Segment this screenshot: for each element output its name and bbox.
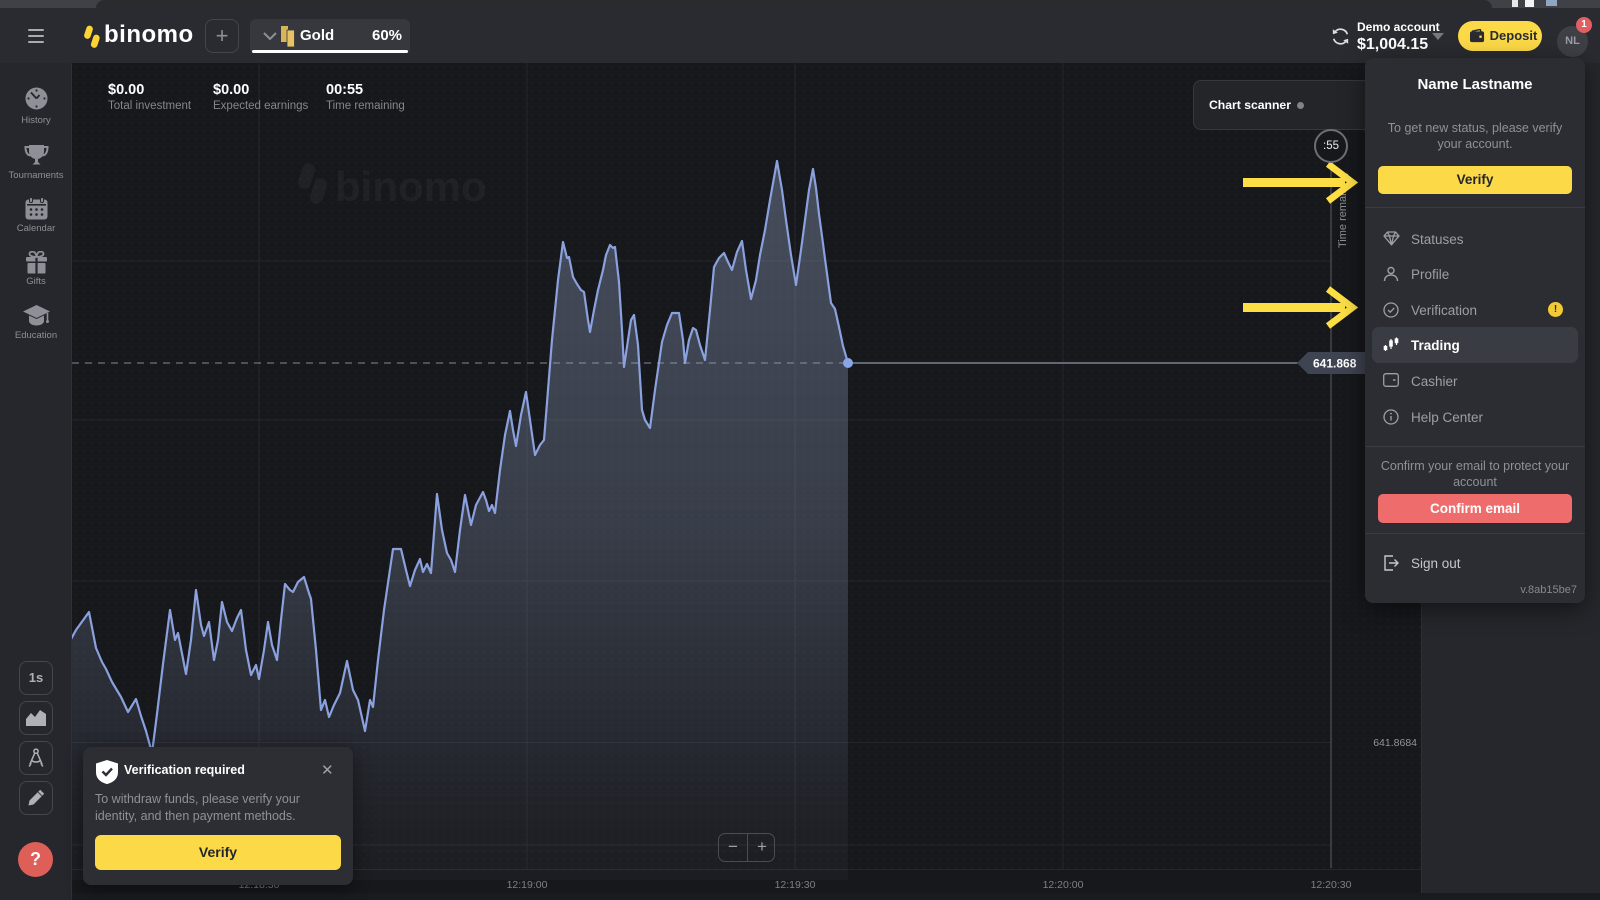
svg-text:641.868: 641.868 [1313, 357, 1357, 371]
